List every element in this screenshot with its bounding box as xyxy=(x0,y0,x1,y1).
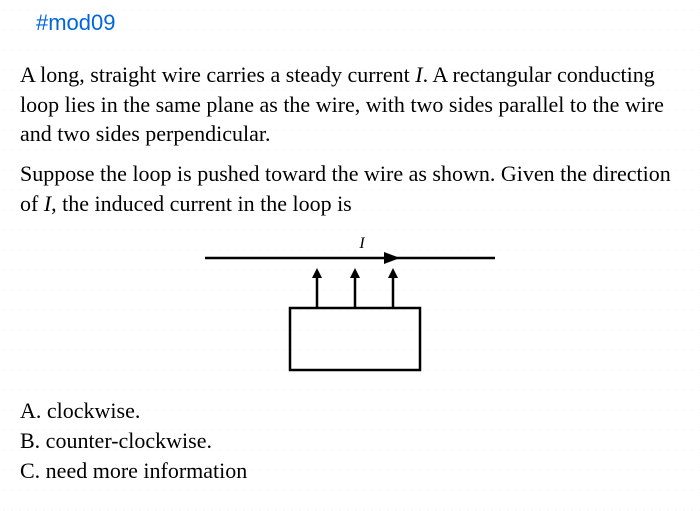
push-arrow-2-head xyxy=(350,268,360,278)
current-label: I xyxy=(358,235,365,252)
wire-arrowhead xyxy=(384,252,400,264)
q1-italic: I xyxy=(415,62,422,87)
push-arrows-group xyxy=(312,268,398,308)
answer-c: C. need more information xyxy=(20,456,680,486)
q1-text-1: A long, straight wire carries a steady c… xyxy=(20,62,415,87)
answer-b: B. counter-clockwise. xyxy=(20,426,680,456)
question-paragraph-2: Suppose the loop is pushed toward the wi… xyxy=(20,159,680,218)
diagram-container: I xyxy=(20,228,680,378)
answer-list: A. clockwise. B. counter-clockwise. C. n… xyxy=(20,396,680,485)
content-area: #mod09 A long, straight wire carries a s… xyxy=(0,0,700,494)
q2-text-2: , the induced current in the loop is xyxy=(51,191,352,216)
push-arrow-3-head xyxy=(388,268,398,278)
physics-diagram: I xyxy=(205,228,495,378)
hashtag-label: #mod09 xyxy=(36,10,680,36)
answer-a: A. clockwise. xyxy=(20,396,680,426)
push-arrow-1-head xyxy=(312,268,322,278)
conducting-loop xyxy=(290,308,420,370)
question-paragraph-1: A long, straight wire carries a steady c… xyxy=(20,60,680,149)
